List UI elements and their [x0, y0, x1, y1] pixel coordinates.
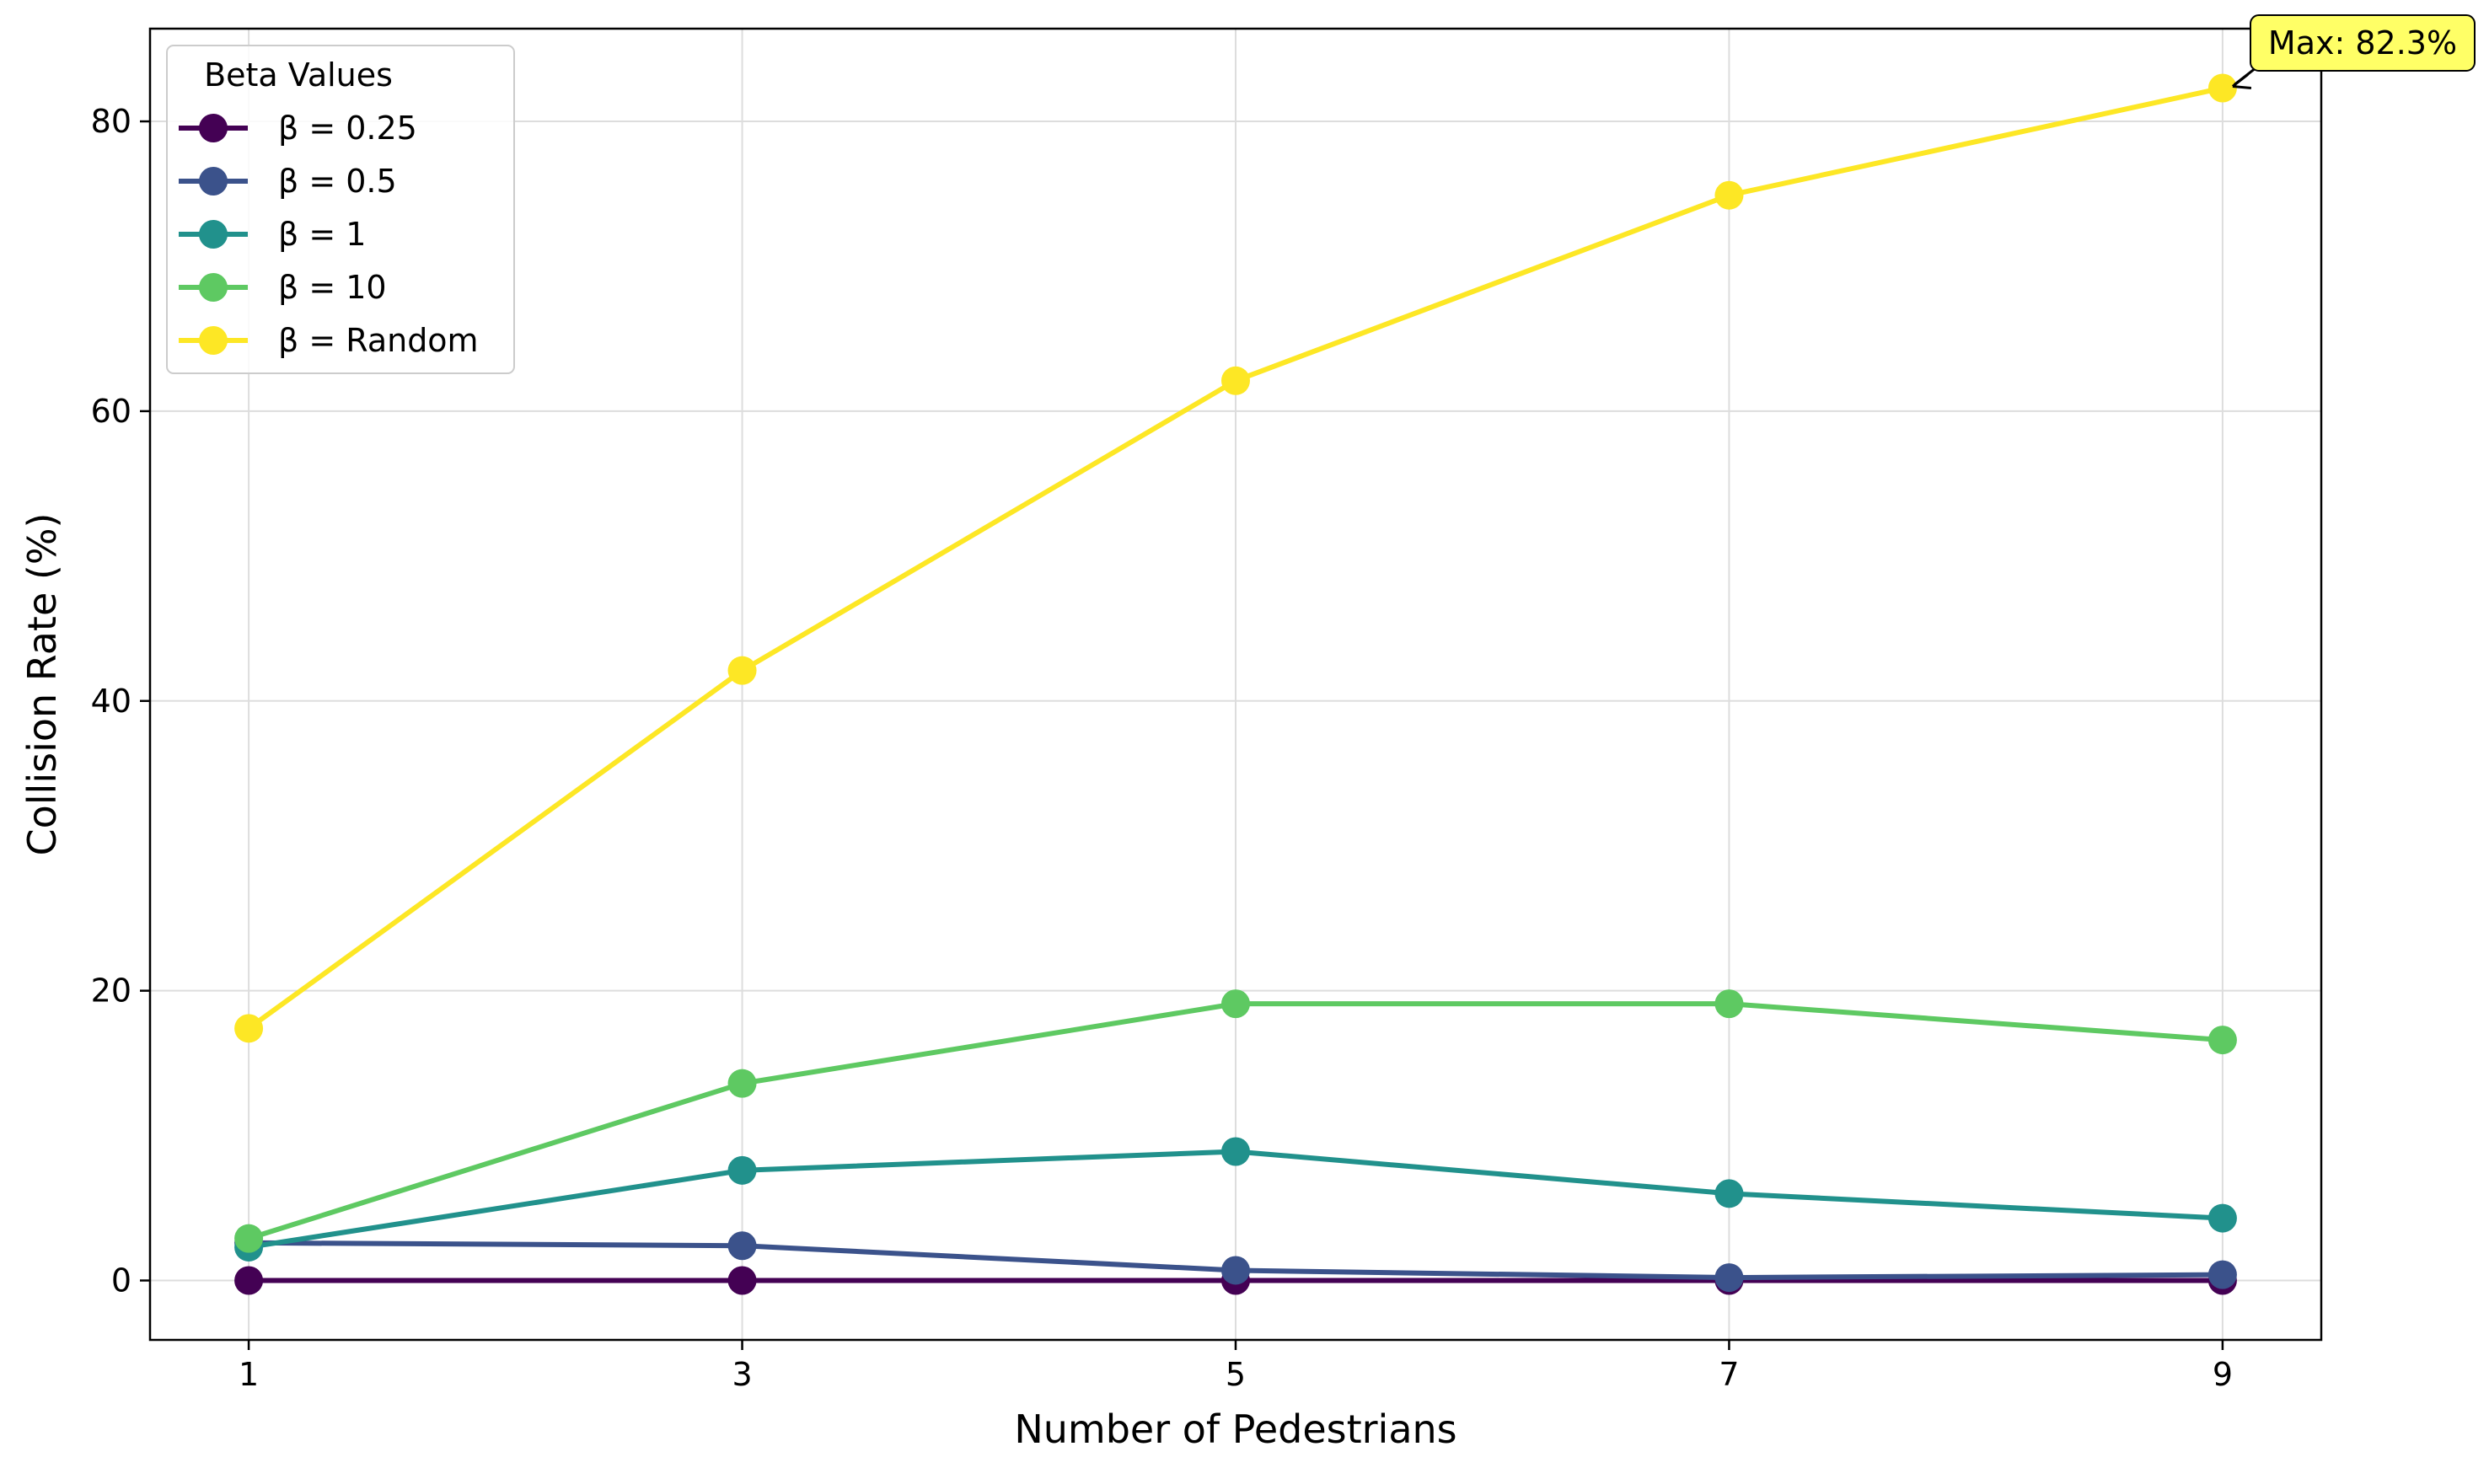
- data-point: [234, 1266, 264, 1295]
- legend-swatch-marker: [199, 167, 228, 196]
- legend-item: β = 0.5: [179, 163, 397, 200]
- data-point: [1221, 1137, 1250, 1166]
- x-tick-label: 3: [732, 1356, 752, 1393]
- annotation-arrowhead: [2231, 73, 2252, 89]
- data-point: [727, 656, 757, 685]
- y-tick-label: 20: [91, 972, 131, 1010]
- legend-item: β = Random: [179, 322, 479, 359]
- data-point: [1221, 989, 1250, 1019]
- legend-item: β = 0.25: [179, 110, 417, 147]
- legend-swatch-marker: [199, 273, 228, 302]
- legend: Beta Values β = 0.25 β = 0.5 β = 1 β = 10 β =…: [166, 45, 515, 374]
- axis-ticks: 1 3 5 7 9 0 20 40 60 80: [91, 103, 2233, 1393]
- annotation-layer: Max: 82.3%: [2231, 14, 2476, 89]
- legend-label: β = Random: [278, 322, 479, 359]
- y-tick-label: 40: [91, 683, 131, 720]
- data-point: [234, 1014, 264, 1043]
- legend-swatch-marker: [199, 114, 228, 142]
- data-point: [2207, 73, 2237, 103]
- data-point: [727, 1155, 757, 1185]
- x-tick-label: 9: [2213, 1356, 2233, 1393]
- y-axis-label: Collision Rate (%): [19, 513, 65, 856]
- max-annotation: Max: 82.3%: [2231, 14, 2476, 89]
- legend-label: β = 10: [278, 269, 387, 306]
- legend-item: β = 1: [179, 216, 366, 253]
- annotation-box: [2250, 14, 2476, 72]
- data-point: [727, 1069, 757, 1098]
- x-tick-label: 1: [239, 1356, 259, 1393]
- annotation-text: Max: 82.3%: [2268, 24, 2457, 62]
- data-point: [727, 1266, 757, 1295]
- x-tick-label: 7: [1719, 1356, 1739, 1393]
- legend-swatch-marker: [199, 220, 228, 249]
- x-axis-label: Number of Pedestrians: [1014, 1406, 1456, 1452]
- y-tick-label: 80: [91, 103, 131, 140]
- x-tick-label: 5: [1226, 1356, 1246, 1393]
- series-4: [234, 73, 2237, 1043]
- data-point: [2207, 1260, 2237, 1289]
- legend-title: Beta Values: [204, 56, 393, 94]
- series-layer: [234, 73, 2237, 1295]
- y-tick-label: 0: [111, 1262, 131, 1299]
- data-point: [2207, 1026, 2237, 1055]
- data-point: [1221, 366, 1250, 395]
- legend-label: β = 0.25: [278, 110, 417, 147]
- data-point: [1714, 989, 1744, 1019]
- legend-frame: [166, 45, 515, 374]
- legend-label: β = 1: [278, 216, 366, 253]
- data-point: [1714, 180, 1744, 210]
- data-point: [234, 1224, 264, 1253]
- legend-item: β = 10: [179, 269, 387, 306]
- data-point: [1714, 1263, 1744, 1293]
- legend-label: β = 0.5: [278, 163, 397, 200]
- series-3: [234, 989, 2237, 1253]
- data-point: [1714, 1179, 1744, 1208]
- legend-swatch-marker: [199, 326, 228, 355]
- data-point: [727, 1231, 757, 1261]
- y-tick-label: 60: [91, 393, 131, 430]
- data-point: [1221, 1256, 1250, 1285]
- data-point: [2207, 1203, 2237, 1233]
